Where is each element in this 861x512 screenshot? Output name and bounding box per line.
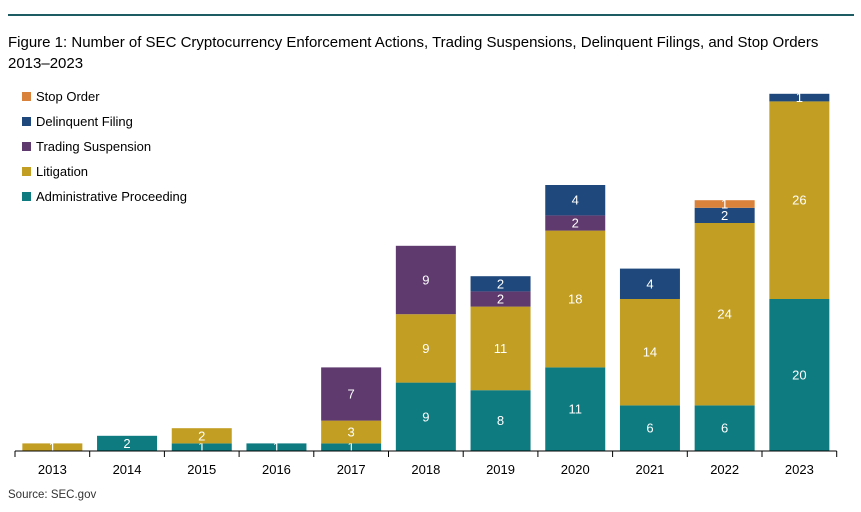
data-label-delinquent-filing-2021: 4 <box>646 276 653 291</box>
bar-administrative-proceeding-2023 <box>769 299 830 451</box>
data-label-litigation-2019: 11 <box>494 341 508 356</box>
bar-litigation-2023 <box>769 101 830 300</box>
bar-litigation-2022 <box>694 223 755 406</box>
data-label-litigation-2013: 1 <box>49 440 56 455</box>
data-label-administrative-proceeding-2015: 1 <box>198 440 205 455</box>
legend-label-delinquent-filing: Delinquent Filing <box>36 114 133 129</box>
bar-delinquent-filing-2020 <box>545 185 606 216</box>
x-tick-label-2013: 2013 <box>38 462 67 477</box>
bar-delinquent-filing-2022 <box>694 207 755 223</box>
x-tick-label-2022: 2022 <box>710 462 739 477</box>
legend-label-trading-suspension: Trading Suspension <box>36 139 152 154</box>
data-label-litigation-2021: 14 <box>643 345 657 360</box>
bar-litigation-2013 <box>22 443 83 451</box>
legend: Stop Order Delinquent Filing Trading Suspe… <box>22 84 187 209</box>
bar-trading-suspension-2018 <box>395 245 456 315</box>
bar-trading-suspension-2020 <box>545 215 606 231</box>
data-label-administrative-proceeding-2017: 1 <box>348 440 355 455</box>
x-tick-label-2015: 2015 <box>187 462 216 477</box>
bar-administrative-proceeding-2016 <box>246 443 307 451</box>
data-label-administrative-proceeding-2016: 1 <box>273 440 280 455</box>
bar-litigation-2020 <box>545 230 606 368</box>
top-rule <box>8 14 854 16</box>
data-label-trading-suspension-2019: 2 <box>497 292 504 307</box>
data-label-litigation-2022: 24 <box>717 307 731 322</box>
bar-administrative-proceeding-2015 <box>171 443 232 451</box>
bar-litigation-2018 <box>395 314 456 383</box>
x-tick-label-2016: 2016 <box>262 462 291 477</box>
data-label-trading-suspension-2020: 2 <box>572 216 579 231</box>
legend-label-stop-order: Stop Order <box>36 89 100 104</box>
legend-item-trading-suspension: Trading Suspension <box>22 134 187 159</box>
x-tick-label-2020: 2020 <box>561 462 590 477</box>
data-label-litigation-2018: 9 <box>422 341 429 356</box>
x-tick-label-2021: 2021 <box>635 462 664 477</box>
bar-delinquent-filing-2023 <box>769 93 830 102</box>
data-label-administrative-proceeding-2019: 8 <box>497 413 504 428</box>
data-label-administrative-proceeding-2020: 11 <box>569 402 583 417</box>
data-label-delinquent-filing-2020: 4 <box>572 193 579 208</box>
data-label-administrative-proceeding-2021: 6 <box>646 421 653 436</box>
legend-swatch-delinquent-filing <box>22 117 31 126</box>
bar-litigation-2017 <box>321 420 382 444</box>
bar-litigation-2019 <box>470 306 531 391</box>
legend-label-litigation: Litigation <box>36 164 89 179</box>
legend-label-administrative-proceeding: Administrative Proceeding <box>36 189 188 204</box>
data-label-administrative-proceeding-2022: 6 <box>721 421 728 436</box>
data-label-administrative-proceeding-2023: 20 <box>792 368 806 383</box>
bar-delinquent-filing-2021 <box>619 268 680 299</box>
data-label-litigation-2020: 18 <box>568 292 582 307</box>
bar-administrative-proceeding-2022 <box>694 405 755 451</box>
data-label-trading-suspension-2017: 7 <box>348 387 355 402</box>
legend-item-administrative-proceeding: Administrative Proceeding <box>22 184 187 209</box>
legend-swatch-stop-order <box>22 92 31 101</box>
x-tick-label-2023: 2023 <box>785 462 814 477</box>
source-note: Source: SEC.gov <box>8 489 97 501</box>
bar-administrative-proceeding-2020 <box>545 367 606 451</box>
data-label-litigation-2017: 3 <box>348 425 355 440</box>
bar-administrative-proceeding-2017 <box>321 443 382 451</box>
data-label-litigation-2023: 26 <box>792 193 806 208</box>
legend-swatch-litigation <box>22 167 31 176</box>
data-label-trading-suspension-2018: 9 <box>422 273 429 288</box>
bar-stop-order-2022 <box>694 200 755 208</box>
legend-item-litigation: Litigation <box>22 159 187 184</box>
bar-administrative-proceeding-2019 <box>470 390 531 451</box>
data-label-delinquent-filing-2019: 2 <box>497 276 504 291</box>
legend-swatch-administrative-proceeding <box>22 192 31 201</box>
x-tick-label-2018: 2018 <box>411 462 440 477</box>
bar-delinquent-filing-2019 <box>470 276 531 292</box>
x-tick-label-2017: 2017 <box>337 462 366 477</box>
chart-title-line2: 2013–2023 <box>8 55 84 72</box>
data-label-delinquent-filing-2022: 2 <box>721 208 728 223</box>
bar-administrative-proceeding-2018 <box>395 382 456 451</box>
data-label-litigation-2015: 2 <box>198 428 205 443</box>
bar-administrative-proceeding-2021 <box>619 405 680 451</box>
data-label-stop-order-2022: 1 <box>721 197 728 212</box>
data-label-delinquent-filing-2023: 1 <box>796 90 803 105</box>
bar-litigation-2015 <box>171 428 232 444</box>
bar-administrative-proceeding-2014 <box>97 435 158 451</box>
legend-item-delinquent-filing: Delinquent Filing <box>22 109 187 134</box>
bar-trading-suspension-2019 <box>470 291 531 307</box>
chart-title-line1: Figure 1: Number of SEC Cryptocurrency E… <box>8 34 819 51</box>
legend-item-stop-order: Stop Order <box>22 84 187 109</box>
data-label-administrative-proceeding-2014: 2 <box>123 436 130 451</box>
x-tick-label-2014: 2014 <box>113 462 142 477</box>
chart-title: Figure 1: Number of SEC Cryptocurrency E… <box>8 32 848 74</box>
legend-swatch-trading-suspension <box>22 142 31 151</box>
x-tick-label-2019: 2019 <box>486 462 515 477</box>
bar-trading-suspension-2017 <box>321 367 382 421</box>
bar-litigation-2021 <box>619 299 680 406</box>
data-label-administrative-proceeding-2018: 9 <box>422 409 429 424</box>
